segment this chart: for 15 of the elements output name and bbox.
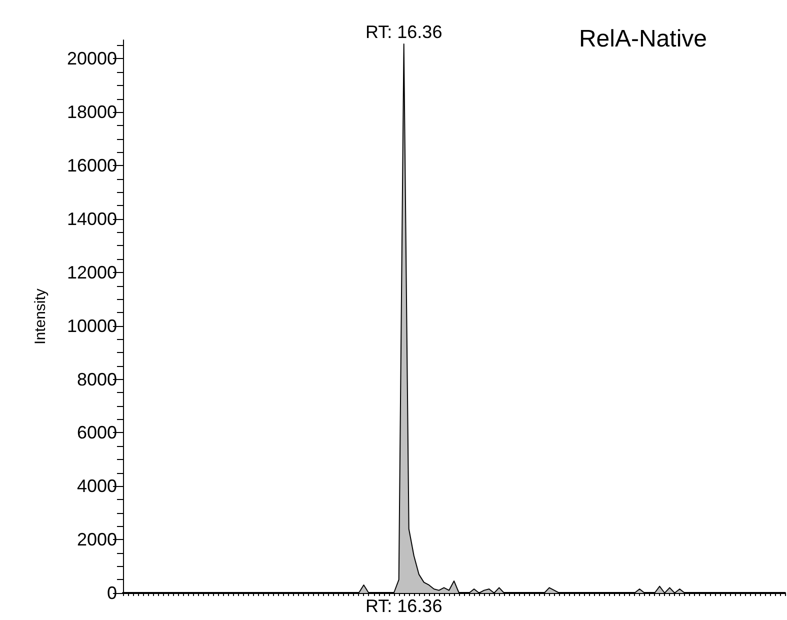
y-tick-label: 10000 (66, 316, 117, 336)
y-tick-label: 20000 (66, 48, 117, 69)
text: RT: 16.36 (365, 596, 442, 616)
y-tick-label: 12000 (66, 262, 117, 282)
annotation: RT: 16.36 (365, 22, 442, 42)
y-tick-label: 6000 (76, 422, 117, 443)
y-tick-label: 16000 (66, 156, 117, 176)
y-axis-title: Intensity (32, 288, 49, 344)
chart-title: RelA-Native (578, 26, 708, 52)
y-tick-label: 2000 (76, 530, 117, 550)
y-tick-label: 14000 (66, 208, 117, 229)
y-tick-label: 18000 (66, 102, 117, 122)
y-tick-label: 8000 (76, 369, 117, 390)
y-tick-label: 4000 (76, 476, 117, 496)
y-tick-label: 0 (106, 583, 117, 603)
